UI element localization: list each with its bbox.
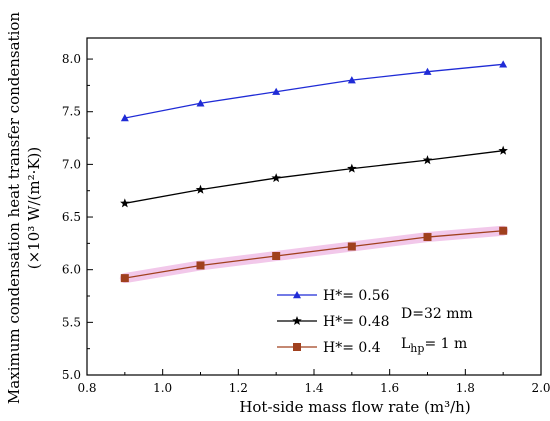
annotation-length: Lhp= 1 m: [401, 336, 467, 355]
x-axis-ticks: 0.8 1.0 1.2 1.4 1.6 1.8 2.0: [77, 369, 550, 395]
legend-label: H*= 0.48: [323, 314, 390, 330]
data-point-2: [347, 163, 357, 173]
data-point-3: [347, 242, 356, 251]
series-lines: [124, 63, 504, 279]
annotation-diameter: D=32 mm: [401, 306, 473, 322]
series-line-2: [124, 150, 504, 204]
data-point-2: [498, 145, 508, 155]
legend-marker: [292, 316, 302, 326]
y-tick-label: 8.0: [62, 52, 81, 66]
data-point-3: [423, 233, 432, 242]
data-point-2: [271, 173, 281, 183]
legend-label: H*= 0.56: [323, 288, 390, 304]
legend-label: H*= 0.4: [323, 340, 381, 356]
y-tick-label: 5.5: [62, 315, 81, 329]
data-point-1: [120, 114, 129, 122]
x-axis-title: Hot-side mass flow rate (m³/h): [239, 398, 470, 416]
annotation-length-main: L: [401, 336, 410, 352]
y-tick-label: 7.0: [62, 157, 81, 171]
plot-frame: [86, 37, 542, 376]
y-tick-label: 6.0: [62, 263, 81, 277]
legend-marker: [293, 291, 301, 299]
x-tick-label: 1.8: [456, 381, 475, 395]
data-point-1: [196, 99, 205, 107]
series-highlight-band: [119, 225, 509, 284]
legend-marker: [293, 343, 301, 351]
annotation-length-value: = 1 m: [424, 336, 467, 352]
y-tick-label: 6.5: [62, 210, 81, 224]
x-tick-label: 1.6: [380, 381, 399, 395]
data-point-2: [195, 184, 206, 194]
series-markers: [120, 60, 508, 283]
series-line-1: [124, 63, 504, 119]
series-line-3: [124, 230, 504, 279]
y-tick-label: 7.5: [62, 105, 81, 119]
data-point-3: [272, 251, 281, 260]
legend: H*= 0.56 H*= 0.48 H*= 0.4: [277, 288, 390, 356]
data-point-3: [196, 261, 205, 270]
data-point-2: [422, 155, 433, 165]
y-axis-title-line1: Maximum condensation heat transfer conde…: [5, 12, 23, 404]
y-tick-label: 5.0: [62, 368, 81, 382]
data-point-2: [120, 198, 130, 208]
x-tick-label: 1.4: [304, 381, 323, 395]
data-point-1: [272, 87, 281, 95]
x-tick-label: 0.8: [77, 381, 96, 395]
x-tick-label: 1.2: [229, 381, 248, 395]
data-point-1: [423, 67, 432, 75]
annotation-length-sub: hp: [410, 342, 424, 355]
data-point-1: [347, 76, 356, 84]
data-point-3: [499, 226, 508, 235]
data-point-3: [120, 274, 129, 283]
x-tick-label: 1.0: [153, 381, 172, 395]
y-axis-title-line2: (×10³ W/(m²·K)): [25, 147, 43, 270]
highlight-layer: [119, 225, 509, 284]
y-axis-ticks: 5.0 5.5 6.0 6.5 7.0 7.5 8.0: [62, 52, 93, 382]
data-point-1: [499, 60, 508, 68]
x-tick-label: 2.0: [531, 381, 550, 395]
